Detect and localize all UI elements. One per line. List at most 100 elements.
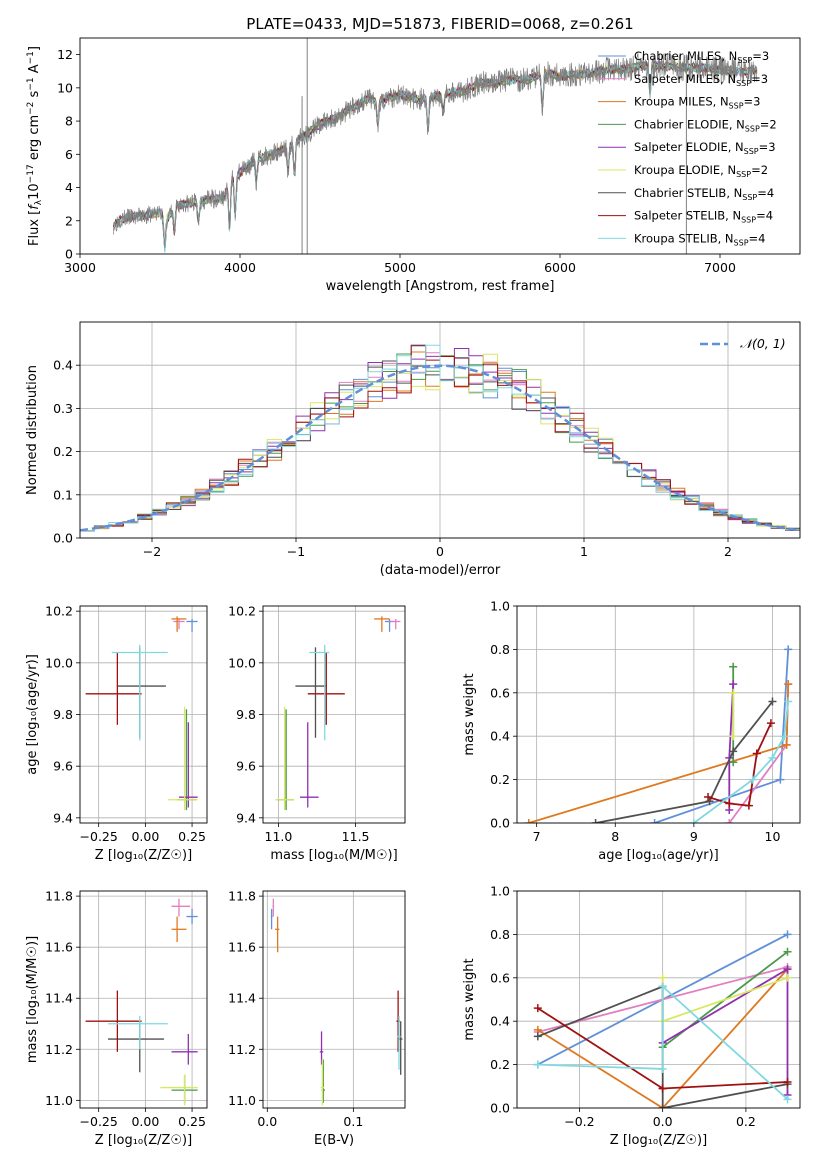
y-tick-label: 0.6 [490, 970, 510, 985]
x-tick-label: 0.0 [257, 1114, 277, 1129]
weight-marker-chabrier_stelib [591, 819, 600, 823]
weight-marker-kroupa_stelib [784, 697, 793, 706]
y-tick-label: 9.8 [53, 707, 73, 722]
legend-text: Kroupa ELODIE, N [634, 163, 736, 177]
weight-marker-chabrier_miles [776, 775, 785, 784]
weight-marker-salpeter_miles [725, 819, 734, 823]
x-tick-label: −0.2 [564, 1114, 594, 1129]
y-axis-label-part: erg cm [27, 115, 42, 164]
panel-residuals: −2 −1 0 1 2 0.0 0.1 0.2 0.3 0.4 (data-model)/error… [25, 321, 801, 578]
y-tick-label: 11.0 [45, 1093, 73, 1108]
x-tick-label: 2 [724, 544, 732, 559]
legend-text: Chabrier STELIB, N [634, 186, 742, 200]
legend-label-kroupa_stelib: Kroupa STELIB, NSSP=4 [634, 231, 765, 247]
weight-marker-kroupa_stelib [533, 1060, 542, 1069]
legend-tail: =2 [760, 117, 777, 131]
y-axis-label-part: s [27, 90, 42, 101]
plot-area [524, 645, 793, 823]
y-axis-label: age [log₁₀(age/yr)] [25, 654, 40, 775]
legend-tail: =4 [757, 186, 774, 200]
plot-area [270, 898, 403, 1106]
weight-marker-chabrier_stelib [705, 797, 714, 806]
y-axis-label-part: λ [34, 199, 44, 205]
y-axis-label: mass [log₁₀(M/M☉)] [25, 936, 40, 1063]
x-axis-label: E(B-V) [314, 1133, 354, 1148]
plot-area [85, 616, 198, 811]
y-axis-label-part: −1 [26, 77, 36, 90]
y-tick-label: 6 [65, 147, 73, 162]
y-tick-label: 0 [65, 247, 73, 262]
x-axis-label: age [log₁₀(age/yr)] [598, 848, 719, 863]
x-tick-label: 0.25 [178, 829, 206, 844]
y-tick-label: 9.6 [53, 759, 73, 774]
y-tick-label: 11.4 [45, 991, 73, 1006]
weight-marker-salpeter_stelib [744, 801, 753, 810]
legend-sub: SSP [741, 216, 756, 225]
plot-area [80, 344, 800, 538]
x-axis-label: wavelength [Angstrom, rest frame] [326, 279, 555, 294]
weight-marker-salpeter_stelib [752, 749, 761, 758]
legend-tail: =3 [752, 49, 769, 63]
histogram-kroupa_stelib [80, 344, 800, 538]
legend-text: Chabrier ELODIE, N [634, 117, 745, 131]
x-tick-label: 0.2 [736, 1114, 756, 1129]
panel-age_vs_mass: 11.0 11.5 9.4 9.6 9.8 10.0 10.2 mass [log₁₀(M/M… [228, 604, 406, 863]
y-tick-label: 11.6 [45, 940, 73, 955]
weight-marker-chabrier_stelib [533, 1032, 542, 1041]
y-tick-label: 1.0 [490, 884, 510, 899]
legend-sub: SSP [742, 193, 757, 202]
axes-frame [262, 605, 406, 824]
legend-label-normal: 𝒩(0, 1) [740, 336, 786, 351]
legend-sub: SSP [744, 147, 759, 156]
x-tick-label: 0.25 [178, 1114, 206, 1129]
y-tick-label: 0.2 [53, 444, 73, 459]
x-tick-label: −1 [287, 544, 305, 559]
weight-marker-kroupa_miles [524, 819, 533, 823]
y-tick-label: 12 [57, 47, 73, 62]
legend-label-chabrier_miles: Chabrier MILES, NSSP=3 [634, 49, 769, 65]
y-tick-label: 10.0 [228, 655, 256, 670]
legend-text: Salpeter ELODIE, N [634, 140, 744, 154]
legend-label-chabrier_stelib: Chabrier STELIB, NSSP=4 [634, 186, 774, 202]
legend-label-chabrier_elodie: Chabrier ELODIE, NSSP=2 [634, 117, 777, 133]
weight-marker-kroupa_stelib [689, 819, 698, 823]
y-tick-label: 0.0 [490, 1101, 510, 1116]
legend-sub: SSP [736, 170, 751, 179]
weight-marker-chabrier_miles [783, 930, 792, 939]
x-tick-label: 0 [436, 544, 444, 559]
x-tick-label: 4000 [224, 260, 256, 275]
y-tick-label: 11.0 [228, 1093, 256, 1108]
x-axis-label: (data-model)/error [380, 563, 501, 578]
legend-text: Salpeter STELIB, N [634, 209, 741, 223]
y-axis-label-part: f [27, 203, 42, 210]
legend-sub: SSP [745, 124, 760, 133]
panel-age_vs_Z: −0.25 0.00 0.25 9.4 9.6 9.8 10.0 10.2 Z [log₁₀(Z… [25, 604, 208, 863]
weight-marker-chabrier_stelib [658, 1104, 667, 1108]
x-tick-label: −0.25 [80, 1114, 118, 1129]
y-axis-label: mass weight [462, 673, 477, 755]
legend-text: Chabrier MILES, N [634, 49, 737, 63]
weight-marker-salpeter_stelib [658, 1084, 667, 1093]
plot-area [275, 616, 401, 811]
x-axis-label: Z [log₁₀(Z/Z☉)] [610, 1133, 707, 1148]
y-tick-label: 10.0 [45, 655, 73, 670]
y-tick-label: 11.2 [228, 1042, 256, 1057]
axes-frame [516, 605, 801, 824]
legend-text: Salpeter MILES, N [634, 72, 736, 86]
weight-marker-chabrier_stelib [768, 697, 777, 706]
x-axis-label: Z [log₁₀(Z/Z☉)] [95, 1133, 192, 1148]
legend-tail: =4 [749, 231, 766, 245]
y-tick-label: 11.4 [228, 991, 256, 1006]
weight-marker-salpeter_stelib [725, 799, 734, 808]
axes-frame [79, 321, 801, 539]
weight-marker-kroupa_elodie [729, 732, 738, 741]
weight-line-salpeter_elodie [662, 967, 789, 1095]
y-tick-label: 0.0 [53, 531, 73, 546]
x-axis-label: mass [log₁₀(M/M☉)] [270, 848, 397, 863]
axes-frame [262, 890, 406, 1109]
plot-area [85, 898, 198, 1106]
weight-line-chabrier_stelib [595, 700, 774, 823]
y-tick-label: 9.8 [236, 707, 256, 722]
